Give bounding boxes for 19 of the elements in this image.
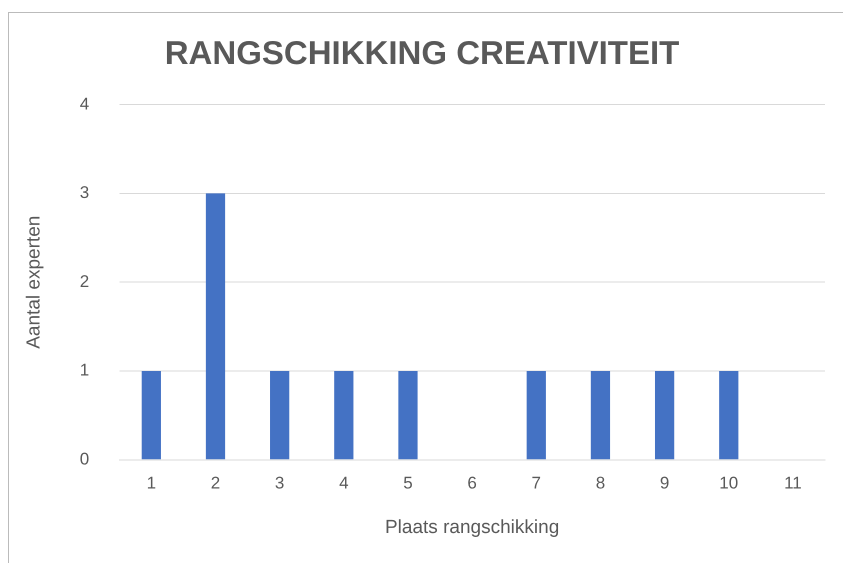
- x-tick-label: 3: [274, 474, 284, 493]
- x-tick-label: 1: [146, 474, 156, 493]
- x-tick-label: 11: [784, 474, 802, 493]
- x-tick-label: 9: [660, 474, 670, 493]
- x-axis-title: Plaats rangschikking: [384, 516, 560, 538]
- x-tick-label: 7: [532, 474, 542, 493]
- y-axis-title: Aantal experten: [24, 216, 45, 349]
- chart-title: RANGSCHIKKING CREATIVITEIT: [164, 34, 680, 71]
- y-tick-label: 4: [80, 94, 90, 114]
- y-tick-label: 3: [80, 183, 90, 202]
- x-tick-label: 2: [210, 474, 220, 493]
- x-tick-label: 10: [719, 474, 738, 493]
- x-tick-label: 8: [596, 474, 606, 493]
- x-tick-label: 5: [403, 474, 413, 493]
- y-tick-label: 2: [80, 272, 90, 291]
- y-tick-label: 0: [80, 449, 90, 468]
- y-tick-label: 1: [80, 360, 90, 380]
- x-tick-label: 4: [339, 474, 349, 493]
- x-tick-label: 6: [467, 474, 477, 493]
